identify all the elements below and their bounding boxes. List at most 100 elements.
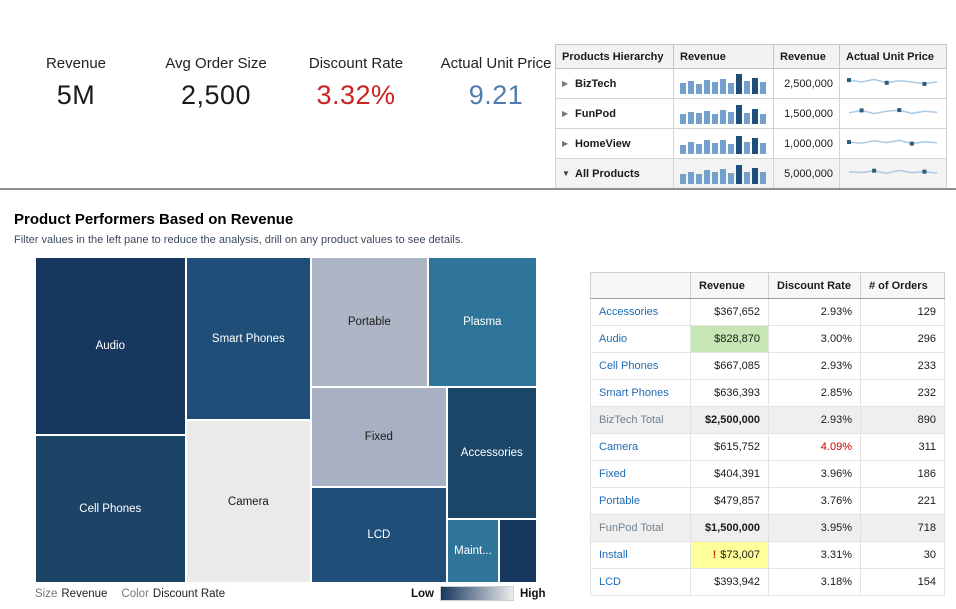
section-divider <box>0 188 956 190</box>
mini-bar <box>704 79 710 94</box>
mini-bar <box>720 139 726 154</box>
revenue-cell: $479,857 <box>690 487 769 515</box>
expand-icon[interactable]: ▶ <box>562 78 569 88</box>
revenue-cell: $2,500,000 <box>690 406 769 434</box>
col-header-blank <box>590 272 691 299</box>
mini-bar <box>760 113 766 124</box>
kpi-value: 9.21 <box>468 80 524 110</box>
discount-rate-cell: 3.31% <box>768 541 861 569</box>
revenue-chart-cell <box>673 98 774 129</box>
product-row-cell-phones: Cell Phones $667,085 2.93% 233 <box>590 352 945 380</box>
product-name-cell: BizTech Total <box>590 406 691 434</box>
treemap-tile-smart-phones[interactable]: Smart Phones <box>185 257 312 420</box>
orders-cell: 296 <box>860 325 945 353</box>
mini-bar <box>712 113 718 124</box>
treemap-tile-lcd[interactable]: LCD <box>311 486 447 583</box>
discount-rate-cell: 3.95% <box>768 514 861 542</box>
treemap-tile-accessories[interactable]: Accessories <box>446 387 537 520</box>
unit-price-sparkline <box>847 139 938 146</box>
hierarchy-member-link[interactable]: All Products <box>575 167 640 180</box>
product-link[interactable]: LCD <box>599 576 622 588</box>
kpi-label: Revenue <box>45 55 107 72</box>
orders-cell: 154 <box>860 568 945 596</box>
col-header-products-hierarchy: Products Hierarchy <box>555 44 674 69</box>
product-name-cell: Accessories <box>590 298 691 326</box>
mini-bar <box>744 171 750 184</box>
treemap-tile-audio[interactable]: Audio <box>35 257 186 435</box>
treemap-tile-maint[interactable]: Maint... <box>446 519 500 583</box>
product-link[interactable]: Fixed <box>599 468 626 480</box>
product-link[interactable]: Install <box>599 549 628 561</box>
mini-bar <box>688 80 694 94</box>
page-title: Product Performers Based on Revenue <box>14 211 294 228</box>
mini-bar <box>680 82 686 94</box>
hierarchy-member-link[interactable]: HomeView <box>575 137 631 150</box>
size-legend-label: Size <box>35 588 58 600</box>
mini-bar <box>720 168 726 184</box>
mini-bar <box>720 78 726 94</box>
col-header-revenue: Revenue <box>690 272 769 299</box>
product-name-cell: Cell Phones <box>590 352 691 380</box>
kpi-value: 5M <box>56 80 96 110</box>
discount-rate-cell: 3.96% <box>768 460 861 488</box>
revenue-value-cell: 1,000,000 <box>773 128 840 159</box>
discount-rate-cell: 2.93% <box>768 406 861 434</box>
product-link[interactable]: Accessories <box>599 306 659 318</box>
treemap-tile-plasma[interactable]: Plasma <box>427 257 537 388</box>
hierarchy-member-link[interactable]: BizTech <box>575 77 617 90</box>
product-name-cell: Audio <box>590 325 691 353</box>
product-link[interactable]: Cell Phones <box>599 360 659 372</box>
product-row-funpod-total: FunPod Total $1,500,000 3.95% 718 <box>590 514 945 542</box>
treemap-tile-portable[interactable]: Portable <box>311 257 428 388</box>
expand-icon[interactable]: ▶ <box>562 108 569 118</box>
mini-bar <box>744 141 750 154</box>
tile-label: Portable <box>347 316 391 329</box>
revenue-mini-bar-chart <box>680 73 767 94</box>
product-link[interactable]: Smart Phones <box>599 387 669 399</box>
product-name-cell: LCD <box>590 568 691 596</box>
hierarchy-member-cell: ▶ HomeView <box>555 128 674 159</box>
revenue-mini-bar-chart <box>680 164 767 184</box>
kpi-discount-rate: Discount Rate 3.32% <box>290 55 422 111</box>
kpi-value: 2,500 <box>180 80 252 110</box>
revenue-value-cell: 5,000,000 <box>773 158 840 189</box>
mini-bar <box>736 104 742 124</box>
expand-icon[interactable]: ▶ <box>562 138 569 148</box>
treemap-tile-fixed[interactable]: Fixed <box>311 387 447 487</box>
mini-bar <box>736 164 742 184</box>
mini-bar <box>728 172 734 184</box>
tile-label: Camera <box>227 495 269 508</box>
treemap-tile-cell-phones[interactable]: Cell Phones <box>35 434 186 583</box>
hierarchy-member-link[interactable]: FunPod <box>575 107 616 120</box>
product-row-accessories: Accessories $367,652 2.93% 129 <box>590 298 945 326</box>
treemap-tile-camera[interactable]: Camera <box>185 420 312 583</box>
high-label: High <box>520 587 546 600</box>
revenue-cell: $667,085 <box>690 352 769 380</box>
mini-bar <box>704 139 710 154</box>
product-name-cell: Install <box>590 541 691 569</box>
hierarchy-row-funpod: ▶ FunPod 1,500,000 <box>555 98 947 129</box>
product-link[interactable]: Portable <box>599 495 640 507</box>
treemap-tile[interactable] <box>499 519 537 583</box>
mini-bar <box>688 111 694 124</box>
mini-bar <box>728 111 734 124</box>
discount-rate-cell: 2.93% <box>768 298 861 326</box>
col-header-actual-unit-price: Actual Unit Price <box>839 44 947 69</box>
orders-cell: 232 <box>860 379 945 407</box>
col-header-discount-rate: Discount Rate <box>768 272 861 299</box>
revenue-cell: $636,393 <box>690 379 769 407</box>
col-header-revenue-chart: Revenue <box>673 44 774 69</box>
orders-cell: 718 <box>860 514 945 542</box>
product-link[interactable]: Audio <box>599 333 628 345</box>
hierarchy-row-all-products: ▼ All Products 5,000,000 <box>555 158 947 189</box>
collapse-icon[interactable]: ▼ <box>562 168 570 178</box>
color-legend-label: Color <box>121 588 149 600</box>
total-label: BizTech Total <box>599 414 664 426</box>
products-hierarchy-table: Products Hierarchy Revenue Revenue Actua… <box>555 44 947 189</box>
mini-bar <box>680 173 686 184</box>
product-name-cell: FunPod Total <box>590 514 691 542</box>
mini-bar <box>736 73 742 94</box>
product-link[interactable]: Camera <box>599 441 639 453</box>
revenue-cell: $828,870 <box>690 325 769 353</box>
